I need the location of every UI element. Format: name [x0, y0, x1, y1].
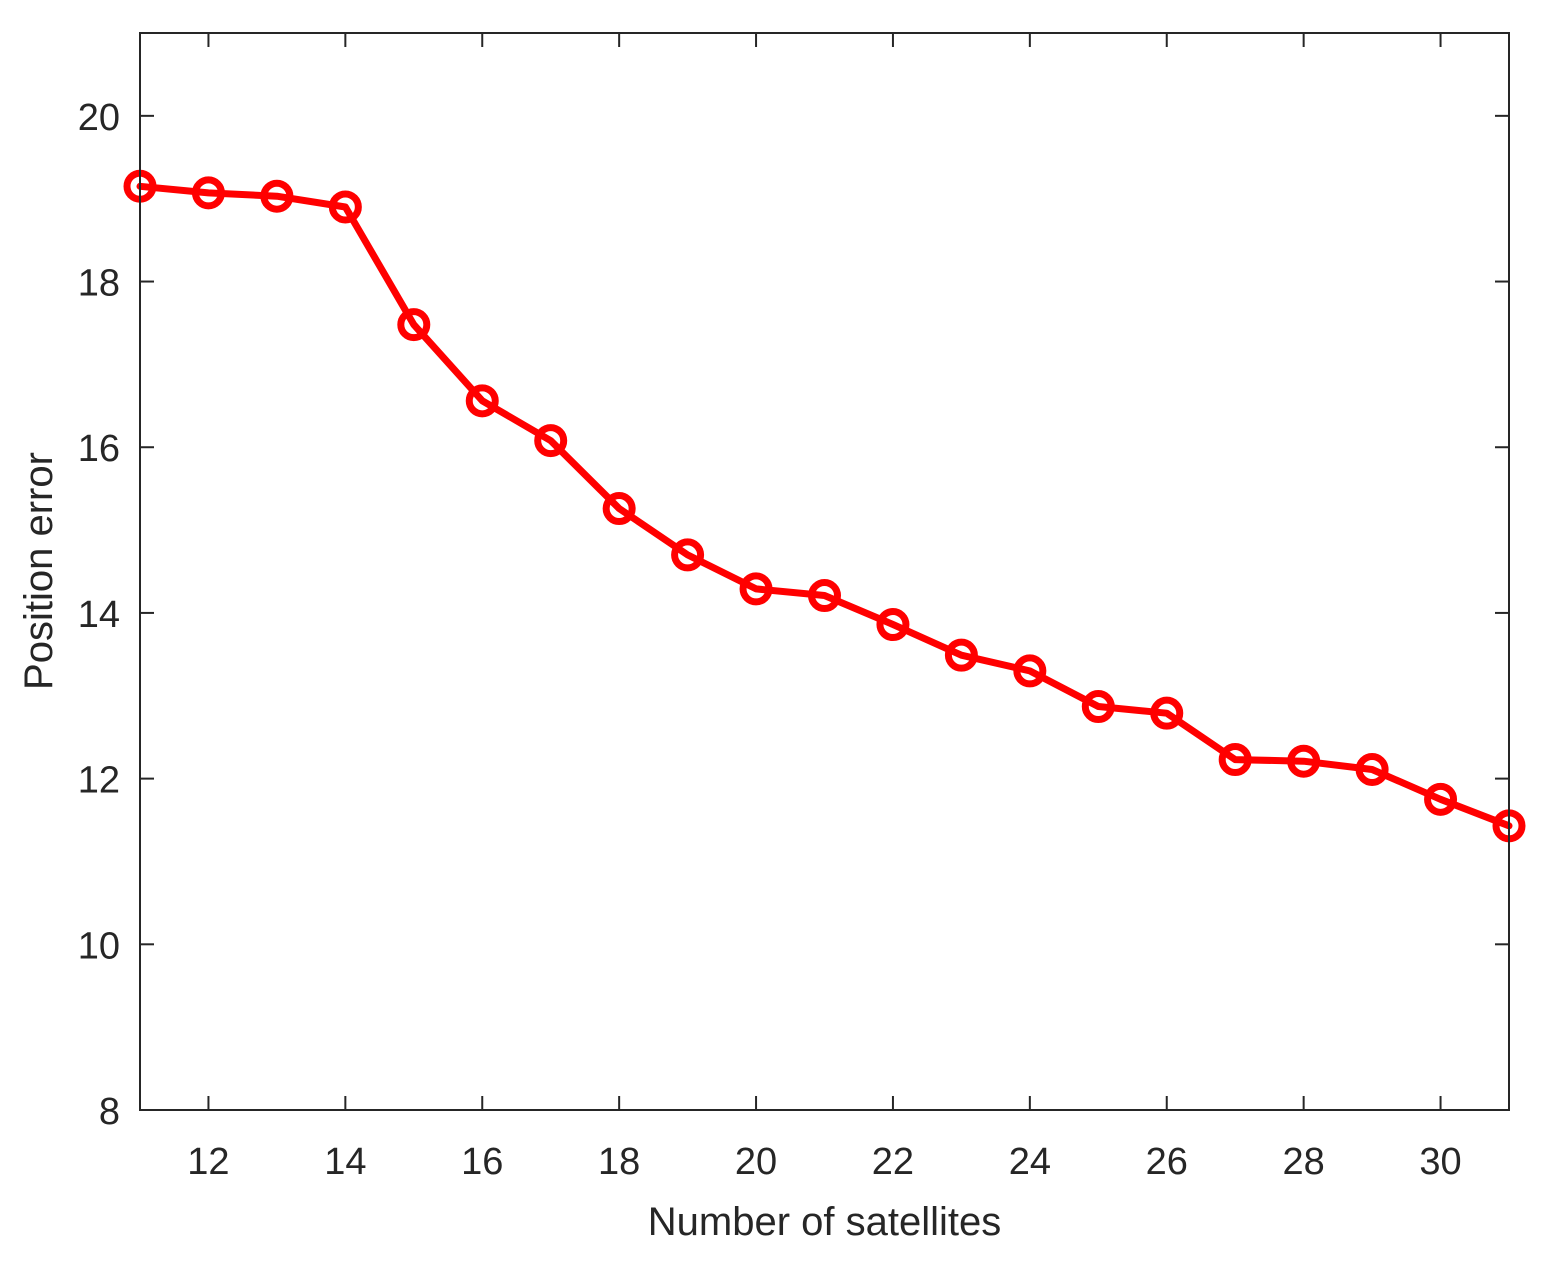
- data-point-marker: [1150, 696, 1184, 730]
- y-tick-label: 12: [78, 760, 120, 802]
- data-point-marker: [260, 179, 294, 213]
- data-point-marker: [1355, 753, 1389, 787]
- data-point-marker: [944, 638, 978, 672]
- x-tick-label: 18: [598, 1141, 640, 1183]
- data-point-marker: [191, 176, 225, 210]
- y-tick-label: 8: [99, 1091, 120, 1133]
- x-tick-label: 12: [187, 1141, 229, 1183]
- y-tick-label: 20: [78, 97, 120, 139]
- x-axis-label: Number of satellites: [648, 1200, 1001, 1244]
- y-tick-label: 10: [78, 925, 120, 967]
- x-tick-label: 16: [461, 1141, 503, 1183]
- data-point-marker: [1218, 743, 1252, 777]
- x-tick-label: 24: [1009, 1141, 1051, 1183]
- data-point-marker: [876, 608, 910, 642]
- data-point-marker: [1013, 654, 1047, 688]
- data-point-marker: [1424, 782, 1458, 816]
- data-point-marker: [602, 492, 636, 526]
- series-line: [136, 182, 1513, 830]
- data-point-marker: [465, 384, 499, 418]
- y-tick-label: 18: [78, 263, 120, 305]
- x-tick-label: 26: [1146, 1141, 1188, 1183]
- x-tick-label: 14: [324, 1141, 366, 1183]
- y-axis-label: Position error: [17, 452, 61, 690]
- y-tick-label: 14: [78, 594, 120, 636]
- plot-area-frame: [139, 32, 1510, 1111]
- x-tick-label: 22: [872, 1141, 914, 1183]
- y-tick-label: 16: [78, 428, 120, 470]
- data-point-marker: [671, 538, 705, 572]
- tick-labels: 12 14 16 18 20 22 24 26 28 30 8 10 12 14 16 18 20: [78, 97, 1462, 1183]
- data-point-marker: [739, 572, 773, 606]
- x-tick-label: 20: [735, 1141, 777, 1183]
- data-point-marker: [534, 424, 568, 458]
- data-point-marker: [1287, 744, 1321, 778]
- data-point-marker: [397, 308, 431, 342]
- x-tick-label: 30: [1419, 1141, 1461, 1183]
- data-point-marker: [1081, 690, 1115, 724]
- plot-area-background: [140, 33, 1509, 1110]
- x-tick-label: 28: [1283, 1141, 1325, 1183]
- data-point-marker: [328, 190, 362, 224]
- data-point-marker: [808, 579, 841, 613]
